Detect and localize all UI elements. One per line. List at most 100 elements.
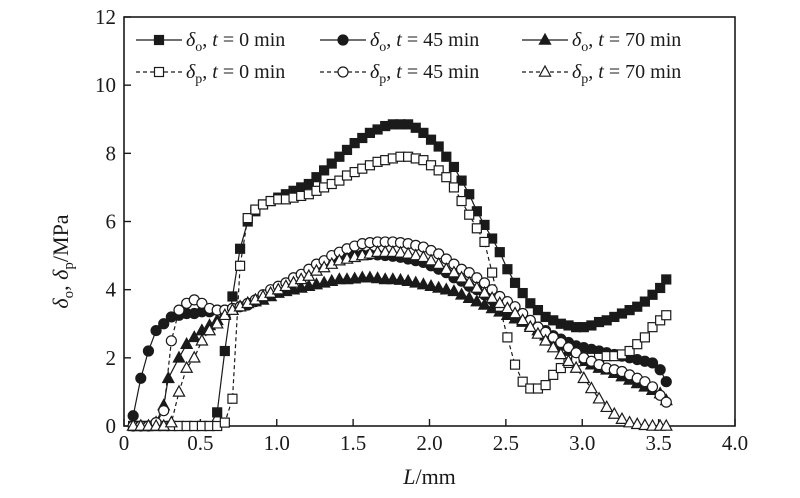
data-point [554,347,568,360]
data-point [577,371,591,384]
data-point [418,155,429,166]
data-point [180,336,194,349]
x-axis-label: L/mm [402,464,456,489]
data-point [363,270,377,283]
legend-label: δo, t = 0 min [186,29,285,55]
data-point [227,291,238,302]
data-point [180,360,194,373]
data-point [647,289,658,300]
data-point [508,306,522,319]
data-point [393,272,408,285]
data-point [646,381,659,393]
legend-marker [153,66,165,78]
data-point [441,151,452,162]
data-point [477,285,492,298]
data-point [447,284,461,297]
data-point [639,376,651,388]
legend-label: δp, t = 70 min [572,61,681,87]
data-point [531,326,545,339]
data-point [447,265,461,278]
x-tick-label: 2.0 [416,431,442,455]
data-point [432,280,446,293]
data-point [569,360,583,373]
data-point [532,305,544,316]
data-point [441,172,452,183]
data-point [341,144,353,156]
data-point [401,246,415,259]
data-point [433,165,444,176]
data-point [386,272,400,285]
legend-marker [153,34,165,46]
legend-label: δp, t = 0 min [186,61,285,87]
data-point [401,273,415,286]
data-point [357,132,368,144]
y-tick-label: 0 [106,414,117,438]
data-point [525,298,536,309]
data-point [439,261,453,275]
data-point [311,172,322,183]
y-axis-label: δo, δp/MPa [48,214,77,308]
data-point [448,161,460,173]
data-point [487,267,498,278]
data-point [250,204,261,215]
data-point [630,417,644,430]
data-point [516,313,530,326]
data-point [661,274,672,285]
data-point [150,324,162,337]
data-point [454,270,469,283]
legend-entry: δp, t = 45 min [320,61,479,87]
data-point [432,256,446,269]
series-group [126,119,673,432]
data-point [470,280,484,293]
data-point [433,141,444,152]
data-point [242,212,253,224]
data-point [639,332,650,343]
data-point [454,287,469,300]
data-point [303,178,314,190]
data-point [386,244,400,257]
data-point [638,418,652,431]
data-point [161,371,175,384]
legend-marker [538,32,552,45]
x-tick-label: 0.5 [187,431,213,455]
data-point [158,318,170,330]
data-point [393,245,408,258]
data-point [654,364,666,376]
data-point [334,175,345,186]
data-point [632,301,643,312]
data-point [646,357,659,369]
legend-entry: δo, t = 0 min [136,29,285,55]
data-point [210,316,224,329]
data-point [409,275,423,288]
data-point [456,175,467,186]
data-point [172,384,186,397]
data-point [425,134,437,145]
x-tick-label: 4.0 [722,431,748,455]
data-point [494,247,505,258]
legend-label: δo, t = 45 min [370,29,479,55]
data-point [592,391,606,404]
data-point [517,287,528,299]
data-point [326,158,337,169]
data-point [425,160,437,171]
data-point [584,381,599,394]
legend-marker [337,34,349,46]
legend-entry: δp, t = 0 min [136,61,285,87]
data-point [165,335,177,347]
data-point [517,376,528,387]
data-point [639,296,650,307]
data-point [540,380,551,391]
data-point [334,151,345,162]
data-point [448,182,460,193]
data-point [464,189,475,200]
data-point [562,342,575,354]
series-6 [126,244,673,431]
data-point [493,296,507,309]
data-point [570,347,582,359]
legend-label: δp, t = 45 min [370,61,479,87]
data-point [456,195,467,207]
data-point [502,264,513,275]
data-point [660,376,672,388]
